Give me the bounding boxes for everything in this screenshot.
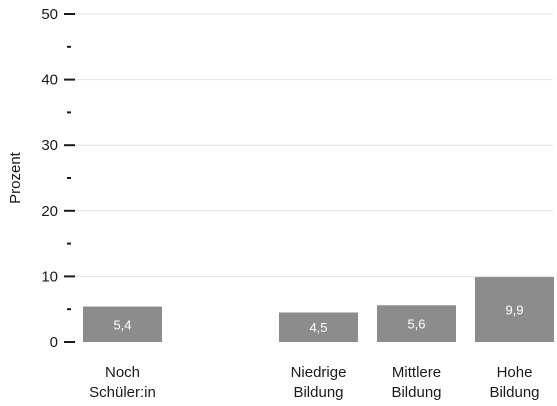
y-tick-label: 10 (41, 268, 58, 285)
bar (475, 277, 554, 342)
bar-value-label: 9,9 (505, 303, 523, 318)
x-category-label: Bildung (391, 384, 441, 401)
gridlines (75, 13, 553, 277)
x-category-label: Bildung (293, 384, 343, 401)
bar (377, 305, 456, 342)
y-tick-label: 50 (41, 6, 58, 23)
y-tick-label: 0 (50, 334, 58, 351)
y-tick-label: 20 (41, 203, 58, 220)
bar-value-label: 4,5 (309, 320, 327, 335)
bar-value-label: 5,4 (113, 317, 131, 332)
y-axis-title: Prozent (7, 151, 24, 204)
y-axis: 0 10 20 30 40 50 (41, 6, 75, 351)
bar-value-label: 5,6 (407, 317, 425, 332)
bar (83, 306, 162, 342)
x-category-label: Mittlere (392, 364, 441, 381)
y-tick-label: 40 (41, 72, 58, 89)
x-category-label: Noch (105, 364, 140, 381)
y-tick-label: 30 (41, 137, 58, 154)
x-category-label: Schüler:in (89, 384, 156, 401)
x-axis-labels: Noch Schüler:in Niedrige Bildung Mittlere Bil… (89, 364, 539, 401)
bars: 5,4 4,5 5,6 9,9 (83, 277, 554, 342)
x-category-label: Hohe (497, 364, 533, 381)
bar (279, 312, 358, 342)
x-category-label: Bildung (489, 384, 539, 401)
x-category-label: Niedrige (291, 364, 347, 381)
